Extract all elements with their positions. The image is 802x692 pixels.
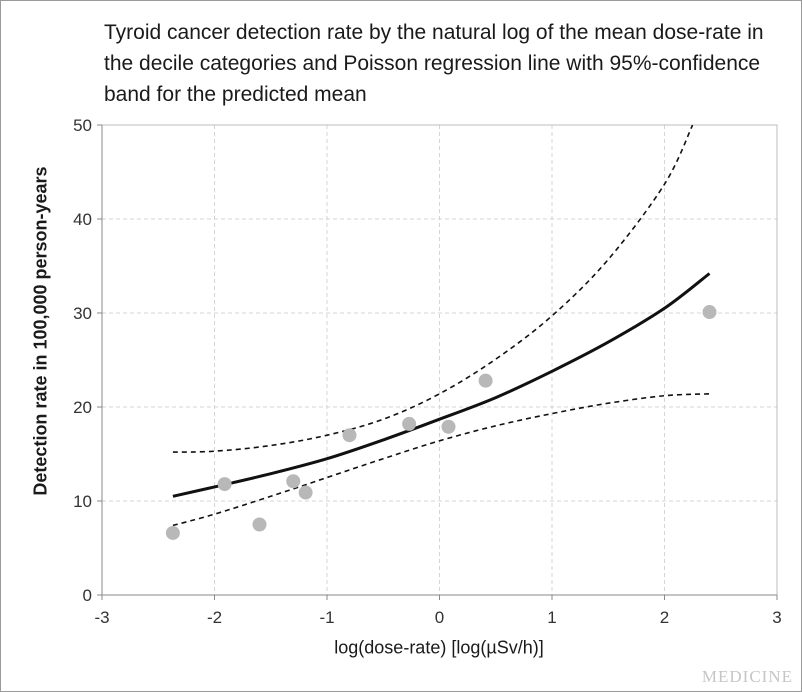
x-tick-label: 1 bbox=[547, 608, 556, 627]
chart-title: Tyroid cancer detection rate by the natu… bbox=[104, 21, 764, 106]
x-tick-label: -1 bbox=[319, 608, 334, 627]
y-tick-label: 20 bbox=[73, 398, 92, 417]
x-tick-label: 3 bbox=[772, 608, 781, 627]
data-point bbox=[402, 416, 417, 431]
confidence-band-lower bbox=[172, 393, 710, 527]
y-tick-label: 0 bbox=[83, 586, 92, 605]
y-tick-label: 10 bbox=[73, 492, 92, 511]
x-tick-label: 0 bbox=[435, 608, 444, 627]
data-point bbox=[478, 373, 493, 388]
data-point bbox=[252, 517, 267, 532]
data-point bbox=[298, 485, 313, 500]
x-tick-label: -3 bbox=[94, 608, 109, 627]
regression-line bbox=[172, 272, 711, 498]
data-point bbox=[342, 428, 357, 443]
data-point bbox=[441, 419, 456, 434]
y-tick-label: 30 bbox=[73, 304, 92, 323]
data-point bbox=[286, 474, 301, 489]
x-tick-label: -2 bbox=[207, 608, 222, 627]
y-tick-label: 50 bbox=[73, 116, 92, 135]
y-axis-label: Detection rate in 100,000 person-years bbox=[30, 166, 51, 496]
data-point bbox=[165, 525, 180, 540]
y-tick-label: 40 bbox=[73, 210, 92, 229]
confidence-band-upper bbox=[172, 125, 694, 453]
watermark: MEDICINE bbox=[701, 667, 793, 686]
data-point bbox=[217, 477, 232, 492]
data-point bbox=[702, 305, 717, 320]
x-axis-label: log(dose-rate) [log(µSv/h)] bbox=[334, 637, 544, 658]
x-tick-label: 2 bbox=[660, 608, 669, 627]
